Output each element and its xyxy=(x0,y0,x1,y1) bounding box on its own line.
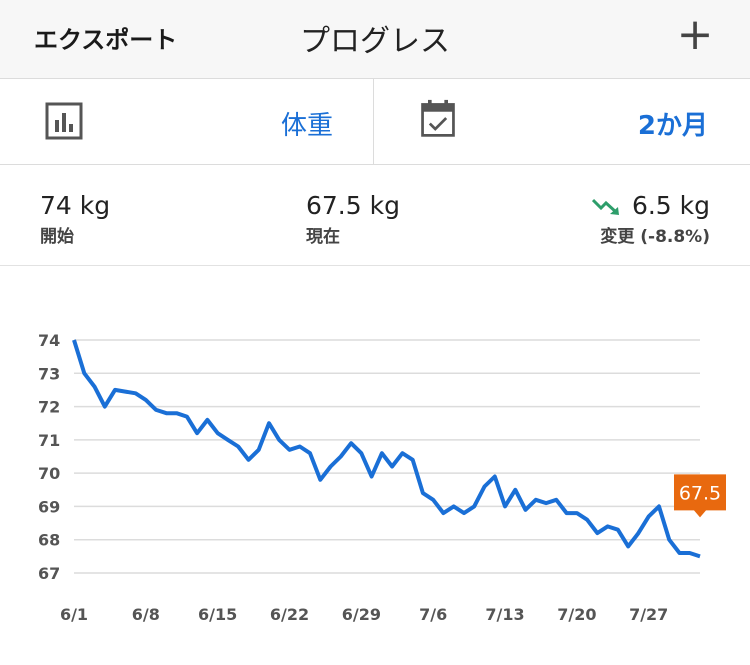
weight-line-chart: 74 73 72 71 70 69 68 67 6/1 6/8 6/15 6/22 6/29 7/6 7/… xyxy=(38,331,726,624)
x-tick-label: 7/27 xyxy=(629,605,668,624)
navbar: エクスポート プログレス + xyxy=(0,0,750,79)
change-value: 6.5 kg xyxy=(631,191,710,220)
y-tick-label: 71 xyxy=(38,431,60,450)
y-tick-label: 74 xyxy=(38,331,60,350)
x-tick-label: 6/22 xyxy=(270,605,309,624)
start-value: 74 kg xyxy=(40,191,111,220)
calendar-check-icon xyxy=(421,99,455,137)
series-line-weight xyxy=(72,339,701,559)
callout-label: 67.5 xyxy=(679,482,721,504)
x-tick-label: 7/20 xyxy=(557,605,596,624)
y-tick-label: 72 xyxy=(38,398,60,417)
weight-chart: 74 73 72 71 70 69 68 67 6/1 6/8 6/15 6/22 6/29 7/6 7/… xyxy=(0,266,750,661)
change-label: 変更 (-8.8%) xyxy=(600,227,710,247)
period-selector[interactable]: 2か月 xyxy=(374,79,750,164)
last-value-callout: 67.5 xyxy=(674,474,726,518)
y-tick-label: 70 xyxy=(38,464,60,483)
start-label: 開始 xyxy=(40,227,74,247)
stats-row: 74 kg 開始 67.5 kg 現在 6.5 kg 変更 (-8.8%) xyxy=(0,165,750,266)
stat-current: 67.5 kg 現在 xyxy=(306,191,400,247)
x-tick-label: 6/29 xyxy=(342,605,381,624)
x-tick-label: 6/8 xyxy=(132,605,160,624)
metric-value: 体重 xyxy=(280,111,333,141)
callout-background xyxy=(674,474,726,518)
export-button[interactable]: エクスポート xyxy=(34,26,178,54)
y-tick-label: 69 xyxy=(38,497,60,516)
bar-chart-icon xyxy=(45,102,83,140)
x-tick-label: 6/1 xyxy=(60,605,88,624)
period-value: 2か月 xyxy=(637,111,708,141)
selector-bar: 体重 2か月 xyxy=(0,79,750,165)
x-tick-label: 7/13 xyxy=(485,605,524,624)
add-button[interactable]: + xyxy=(676,9,714,60)
x-tick-label: 6/15 xyxy=(198,605,237,624)
y-tick-label: 67 xyxy=(38,564,60,583)
trend-down-icon xyxy=(591,198,619,215)
metric-selector[interactable]: 体重 xyxy=(0,79,374,164)
y-tick-label: 73 xyxy=(38,364,60,383)
x-tick-label: 7/6 xyxy=(419,605,447,624)
stat-start: 74 kg 開始 xyxy=(40,191,110,247)
y-tick-label: 68 xyxy=(38,531,60,550)
current-label: 現在 xyxy=(306,227,340,247)
current-value: 67.5 kg xyxy=(306,191,400,220)
stat-change: 6.5 kg 変更 (-8.8%) xyxy=(591,191,710,247)
